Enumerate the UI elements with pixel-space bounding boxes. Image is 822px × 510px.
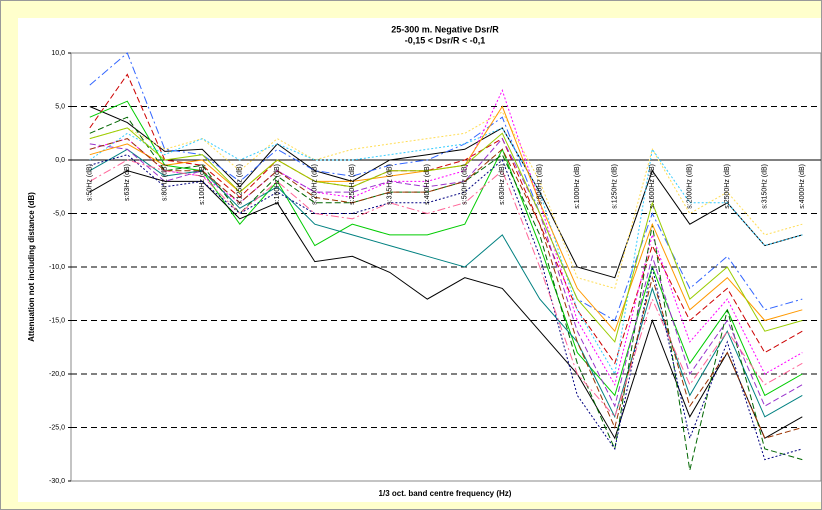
series-line <box>89 138 803 439</box>
x-tick-label: s:100Hz (dB) <box>199 164 206 205</box>
x-tick-label: s:630Hz (dB) <box>499 164 506 205</box>
chart-title: 25-300 m. Negative Dsr/R <box>391 24 499 34</box>
series-line <box>89 73 803 365</box>
x-tick-label: s:160Hz (dB) <box>274 164 281 205</box>
x-axis-label: 1/3 oct. band centre frequency (Hz) <box>379 489 512 498</box>
x-tick-label: s:3150Hz (dB) <box>762 164 769 209</box>
series-line <box>89 137 803 408</box>
x-tick-label: s:4000Hz (dB) <box>799 164 806 209</box>
x-tick-label: s:500Hz (dB) <box>462 164 469 205</box>
y-tick-label: -10,0 <box>49 264 65 271</box>
x-tick-label: s:50Hz (dB) <box>87 164 94 201</box>
y-tick-label: -25,0 <box>49 424 65 431</box>
series-line <box>89 116 803 471</box>
x-tick-label: s:315Hz (dB) <box>387 164 394 205</box>
x-tick-label: s:400Hz (dB) <box>424 164 431 205</box>
y-tick-label: -5,0 <box>53 210 65 217</box>
series-line <box>89 170 803 440</box>
series-line <box>89 127 803 376</box>
x-tick-label: s:250Hz (dB) <box>349 164 356 205</box>
series-line <box>89 127 803 343</box>
x-tick-label: s:2500Hz (dB) <box>724 164 731 209</box>
series-line <box>89 148 803 419</box>
x-tick-label: s:1600Hz (dB) <box>649 164 656 209</box>
x-tick-label: s:2000Hz (dB) <box>687 164 694 209</box>
series-line <box>89 100 803 397</box>
y-tick-label: 5,0 <box>55 103 65 110</box>
y-axis-label: Attenuation not including distance (dB) <box>27 192 36 342</box>
y-tick-label: -30,0 <box>49 478 65 485</box>
series-line <box>89 111 803 290</box>
x-tick-label: s:80Hz (dB) <box>162 164 169 201</box>
y-tick-label: 10,0 <box>51 50 65 57</box>
chart-subtitle: -0,15 < Dsr/R < -0,1 <box>405 35 486 45</box>
series-line <box>89 154 803 461</box>
x-tick-label: s:200Hz (dB) <box>312 164 319 205</box>
series-line <box>89 89 803 387</box>
y-tick-label: 0,0 <box>55 157 65 164</box>
x-tick-label: s:800Hz (dB) <box>537 164 544 205</box>
y-tick-label: -15,0 <box>49 317 65 324</box>
y-tick-label: -20,0 <box>49 371 65 378</box>
x-tick-label: s:125Hz (dB) <box>237 164 244 205</box>
x-tick-label: s:63Hz (dB) <box>124 164 131 201</box>
series-line <box>89 52 803 322</box>
x-tick-label: s:1000Hz (dB) <box>574 164 581 209</box>
x-tick-label: s:1250Hz (dB) <box>612 164 619 209</box>
series-line <box>89 159 803 418</box>
